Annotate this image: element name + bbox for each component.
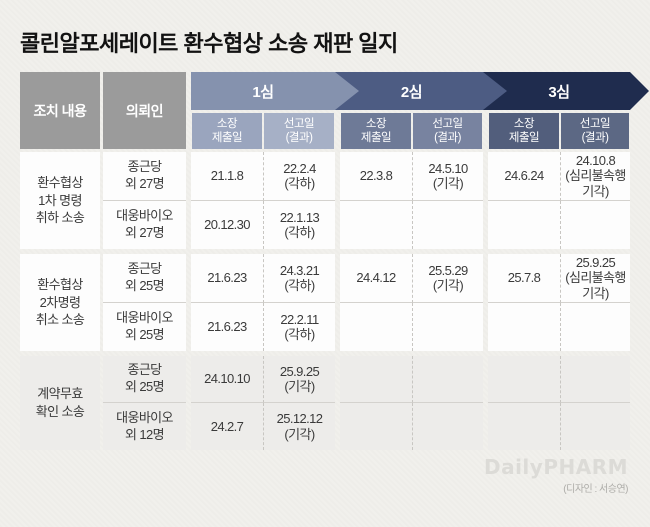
date-cell bbox=[560, 201, 630, 249]
date-cell: 24.3.21 (각하) bbox=[263, 254, 335, 303]
date-cell bbox=[412, 403, 483, 450]
date-cell: 24.2.7 bbox=[191, 403, 263, 450]
subheader-stage3-ruling: 선고일 (결과) bbox=[561, 113, 629, 149]
subheader-stage1-ruling: 선고일 (결과) bbox=[264, 113, 334, 149]
date-cell bbox=[488, 201, 560, 249]
stage-arrow-2: 2심 bbox=[335, 72, 507, 110]
action-cell: 환수협상 1차 명령 취하 소송 bbox=[20, 152, 100, 249]
subheader-stage2-filed: 소장 제출일 bbox=[341, 113, 411, 149]
date-cell bbox=[340, 403, 412, 450]
date-cell: 25.7.8 bbox=[488, 254, 560, 303]
stage-2-label: 2심 bbox=[400, 83, 423, 101]
subheader-stage1-filed: 소장 제출일 bbox=[192, 113, 262, 149]
date-cell: 24.10.10 bbox=[191, 356, 263, 403]
date-cell bbox=[488, 303, 560, 351]
footer: DailyPHARM (디자인 : 서승연) bbox=[483, 455, 629, 495]
date-cell bbox=[560, 403, 630, 450]
date-cell: 21.6.23 bbox=[191, 254, 263, 303]
page-title: 콜린알포세레이트 환수협상 소송 재판 일지 bbox=[20, 31, 398, 56]
date-cell: 22.1.13 (각하) bbox=[263, 201, 335, 249]
date-cell bbox=[340, 356, 412, 403]
litigation-table: 조치 내용 의뢰인 1심 2심 3심 소장 제출일 선고일 (결과) 소장 제출… bbox=[20, 72, 649, 450]
header-client-label: 의뢰인 bbox=[103, 72, 186, 149]
date-cell: 25.9.25 (기각) bbox=[263, 356, 335, 403]
stage-arrow-1: 1심 bbox=[191, 72, 359, 110]
date-cell bbox=[412, 201, 483, 249]
date-cell bbox=[412, 303, 483, 351]
date-cell bbox=[488, 356, 560, 403]
date-cell bbox=[340, 201, 412, 249]
date-cell: 22.3.8 bbox=[340, 152, 412, 201]
dailypharm-logo: DailyPHARM bbox=[483, 455, 628, 479]
date-cell: 24.5.10 (기각) bbox=[412, 152, 483, 201]
design-credit: (디자인 : 서승연) bbox=[563, 484, 628, 495]
action-cell: 계약무효 확인 소송 bbox=[20, 356, 100, 450]
date-cell: 21.6.23 bbox=[191, 303, 263, 351]
action-cell: 환수협상 2차명령 취소 소송 bbox=[20, 254, 100, 351]
date-cell: 24.6.24 bbox=[488, 152, 560, 201]
date-cell: 24.4.12 bbox=[340, 254, 412, 303]
client-cell: 종근당 외 25명 bbox=[103, 356, 186, 403]
date-cell bbox=[340, 303, 412, 351]
date-cell: 24.10.8 (심리불속행 기각) bbox=[560, 152, 630, 201]
client-cell: 대웅바이오 외 27명 bbox=[103, 201, 186, 249]
date-cell: 25.5.29 (기각) bbox=[412, 254, 483, 303]
subheader-stage2-ruling: 선고일 (결과) bbox=[413, 113, 482, 149]
date-cell: 22.2.4 (각하) bbox=[263, 152, 335, 201]
date-cell bbox=[560, 356, 630, 403]
date-cell: 20.12.30 bbox=[191, 201, 263, 249]
date-cell: 25.9.25 (심리불속행 기각) bbox=[560, 254, 630, 303]
stage-3-label: 3심 bbox=[548, 83, 570, 101]
client-cell: 대웅바이오 외 25명 bbox=[103, 303, 186, 351]
stage-1-label: 1심 bbox=[252, 83, 274, 101]
client-cell: 종근당 외 27명 bbox=[103, 152, 186, 201]
date-cell bbox=[412, 356, 483, 403]
date-cell: 25.12.12 (기각) bbox=[263, 403, 335, 450]
date-cell: 21.1.8 bbox=[191, 152, 263, 201]
client-cell: 종근당 외 25명 bbox=[103, 254, 186, 303]
client-cell: 대웅바이오 외 12명 bbox=[103, 403, 186, 450]
header-action-label: 조치 내용 bbox=[20, 72, 100, 149]
stage-arrow-3: 3심 bbox=[483, 72, 649, 110]
date-cell: 22.2.11 (각하) bbox=[263, 303, 335, 351]
date-cell bbox=[560, 303, 630, 351]
subheader-stage3-filed: 소장 제출일 bbox=[489, 113, 559, 149]
date-cell bbox=[488, 403, 560, 450]
